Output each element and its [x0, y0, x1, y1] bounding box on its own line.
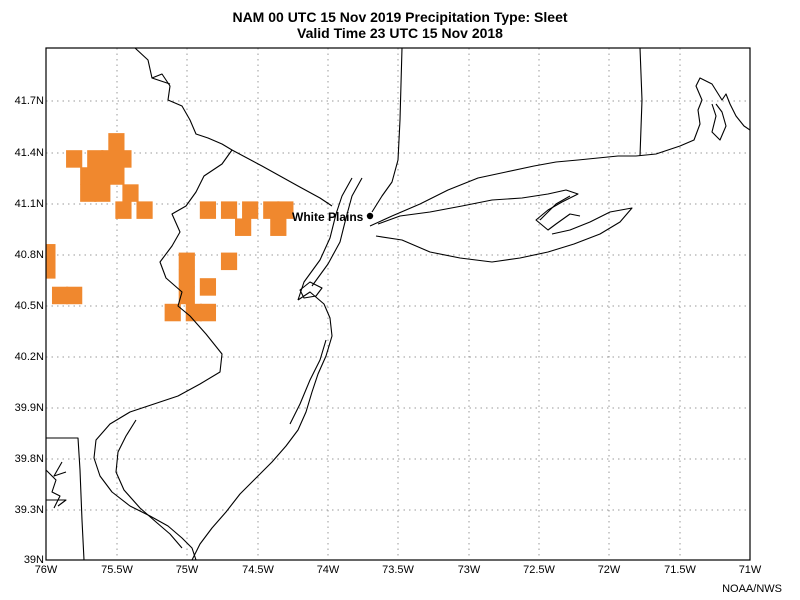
sleet-cell — [199, 201, 217, 219]
lat-lon-grid — [46, 48, 750, 560]
sleet-cell — [122, 184, 139, 202]
long-island-north-shore — [369, 77, 750, 227]
coastlines-and-borders — [46, 48, 750, 560]
delaware-river — [93, 48, 233, 560]
sleet-cell — [108, 133, 125, 151]
sleet-cell — [164, 303, 181, 322]
sleet-cell — [66, 286, 83, 305]
lat-tick-label: 40.2N — [14, 351, 44, 363]
lon-tick-label: 75.5W — [101, 564, 133, 576]
sleet-cell — [220, 201, 238, 219]
sleet-cell — [101, 150, 118, 168]
ct-ri-border — [639, 48, 643, 157]
long-island-south-fork — [539, 195, 571, 221]
white-plains-marker — [366, 212, 374, 220]
sleet-cells — [46, 133, 294, 322]
new-jersey-coast — [191, 291, 333, 560]
ny-nj-border — [231, 149, 333, 207]
sleet-cell — [115, 150, 132, 168]
lat-tick-label: 40.8N — [14, 249, 44, 261]
lat-tick-label: 41.4N — [14, 147, 44, 159]
chart-title: NAM 00 UTC 15 Nov 2019 Precipitation Typ… — [232, 9, 568, 25]
lat-tick-label: 40.5N — [14, 300, 44, 312]
sleet-cell — [108, 167, 125, 185]
sleet-cell — [199, 303, 217, 322]
sleet-cell — [87, 150, 104, 168]
ct-ny-border — [371, 48, 403, 213]
rhode-island-coast — [711, 103, 727, 141]
delaware-state-line — [46, 437, 85, 560]
delaware-bay-shore — [115, 419, 183, 549]
sleet-cell — [235, 218, 252, 236]
sleet-cell — [178, 286, 195, 305]
sleet-cell — [178, 269, 195, 288]
staten-island — [299, 281, 323, 299]
sleet-cell — [277, 201, 294, 219]
lon-tick-label: 76W — [34, 564, 58, 576]
lon-tick-label: 71.5W — [664, 564, 696, 576]
lat-tick-label: 39.9N — [14, 402, 44, 414]
sleet-cell — [199, 278, 217, 296]
lon-tick-label: 72W — [597, 564, 621, 576]
source-credit: NOAA/NWS — [722, 583, 782, 595]
chesapeake-bay — [46, 469, 61, 509]
lat-tick-label: 39.8N — [14, 453, 44, 465]
map-frame — [45, 47, 751, 561]
valid-time-subtitle: Valid Time 23 UTC 15 Nov 2018 — [297, 25, 503, 41]
lat-tick-label: 41.7N — [14, 95, 44, 107]
sleet-cell — [263, 201, 280, 219]
lon-tick-label: 74W — [316, 564, 340, 576]
lon-tick-label: 74.5W — [242, 564, 274, 576]
sleet-cell — [185, 303, 202, 322]
hudson-river-east — [311, 177, 363, 287]
white-plains-label: White Plains — [292, 210, 364, 224]
sleet-cell — [46, 244, 56, 262]
sleet-cell — [51, 286, 69, 305]
lon-tick-label: 73W — [457, 564, 481, 576]
hudson-river — [297, 177, 353, 301]
sleet-cell — [66, 150, 83, 168]
long-island-south-shore — [375, 207, 633, 263]
sleet-cell — [270, 218, 287, 236]
sleet-cell — [136, 201, 153, 219]
lon-tick-label: 73.5W — [382, 564, 414, 576]
sleet-cell — [94, 184, 111, 202]
sleet-cell — [80, 167, 97, 185]
sleet-cell — [178, 252, 195, 271]
lat-tick-label: 41.1N — [14, 198, 44, 210]
sleet-cell — [46, 261, 56, 279]
ny-border — [151, 77, 171, 85]
delaware-coast — [46, 499, 67, 507]
sleet-cell — [220, 252, 238, 271]
lon-tick-label: 72.5W — [523, 564, 555, 576]
lat-tick-label: 39.3N — [14, 504, 44, 516]
lon-tick-label: 71W — [738, 564, 762, 576]
sleet-cell — [94, 167, 111, 185]
lon-tick-label: 75W — [175, 564, 199, 576]
lat-tick-label: 39N — [23, 554, 44, 566]
sleet-cell — [115, 201, 132, 219]
sleet-cell — [80, 184, 97, 202]
chesapeake-inlet — [53, 461, 67, 477]
sleet-cell — [242, 201, 259, 219]
barrier-island — [289, 339, 327, 425]
long-island-north-fork — [377, 189, 581, 231]
